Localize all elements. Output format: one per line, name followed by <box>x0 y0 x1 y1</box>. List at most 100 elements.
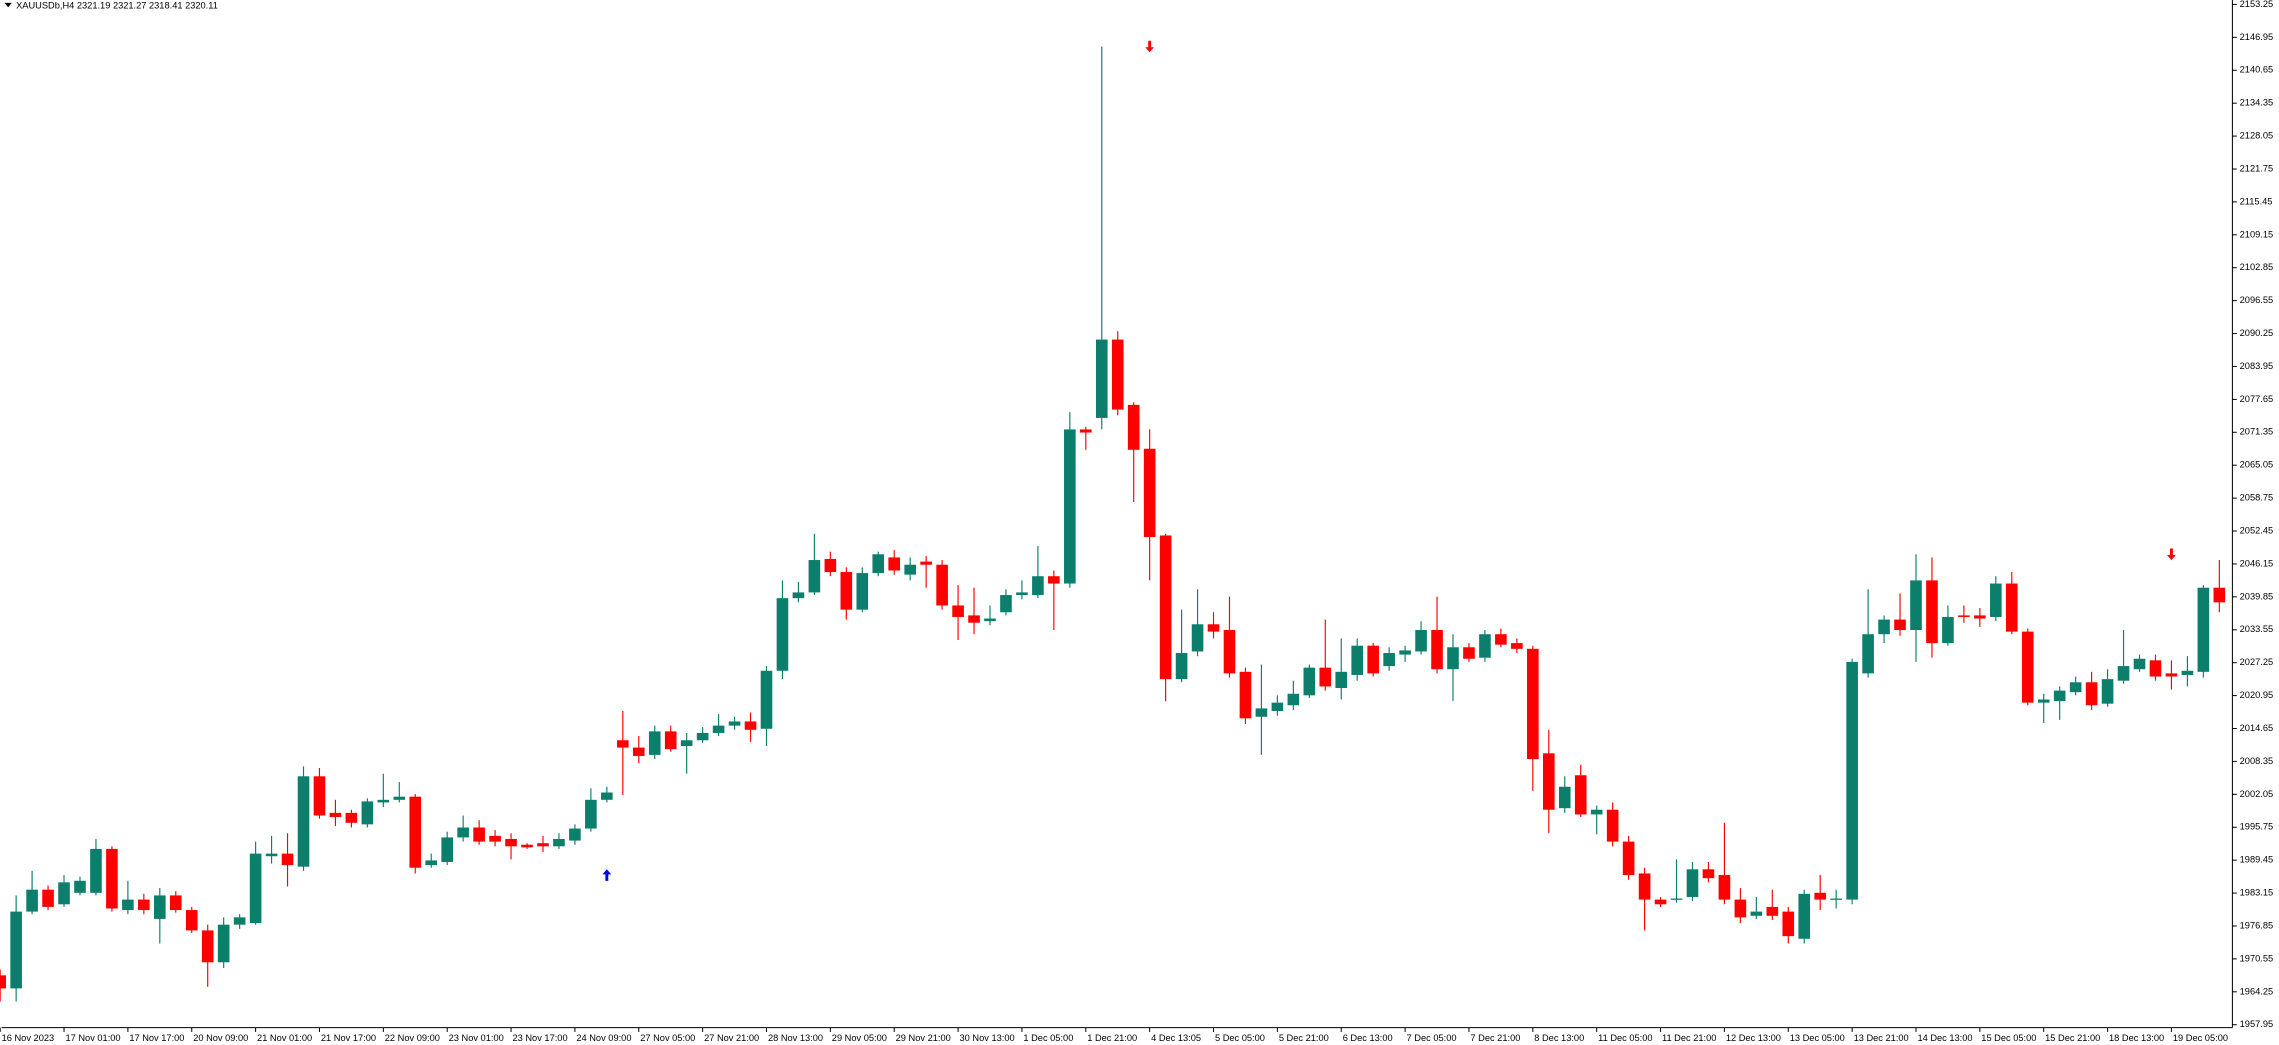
x-tick-label: 18 Dec 13:00 <box>2109 1033 2164 1043</box>
y-tick-label: 2083.95 <box>2240 361 2274 371</box>
y-tick-label: 2153.25 <box>2240 0 2274 9</box>
y-tick-label: 2102.85 <box>2240 262 2274 272</box>
x-tick-label: 1 Dec 05:00 <box>1023 1033 1073 1043</box>
candle-body <box>569 828 581 841</box>
x-tick-label: 1 Dec 21:00 <box>1087 1033 1137 1043</box>
candle-body <box>1638 873 1651 900</box>
y-tick-label: 2109.15 <box>2240 229 2274 239</box>
candle-body <box>10 911 22 989</box>
candle-body <box>1447 647 1459 670</box>
candle-body <box>1271 702 1284 712</box>
candle-body <box>1223 630 1236 674</box>
candle-body <box>1798 893 1811 939</box>
y-tick-label: 1995.75 <box>2240 822 2274 832</box>
candle-body <box>233 917 246 925</box>
x-tick-label: 17 Nov 01:00 <box>65 1033 120 1043</box>
candle-body <box>1558 786 1571 809</box>
candle-body <box>744 721 757 730</box>
candle-body <box>1335 671 1348 689</box>
candle-body <box>920 561 932 565</box>
candle-body <box>1830 898 1842 900</box>
candle-body <box>58 882 70 905</box>
candle-body <box>1127 404 1140 450</box>
candle-body <box>489 835 501 842</box>
y-tick-label: 2065.05 <box>2240 460 2274 470</box>
candle-body <box>2101 679 2114 704</box>
candle-body <box>1846 661 1858 900</box>
x-tick-label: 11 Dec 21:00 <box>1662 1033 1716 1043</box>
x-tick-label: 5 Dec 05:00 <box>1215 1033 1265 1043</box>
y-tick-label: 1957.95 <box>2240 1019 2274 1029</box>
candle-body <box>1048 576 1060 584</box>
y-tick-label: 2058.75 <box>2240 493 2274 503</box>
candle-body <box>1590 809 1603 815</box>
y-tick-label: 2039.85 <box>2240 591 2274 601</box>
candle-body <box>106 848 118 909</box>
x-tick-label: 7 Dec 21:00 <box>1470 1033 1520 1043</box>
y-tick-label: 2115.45 <box>2240 196 2273 206</box>
candle-body <box>712 725 725 733</box>
x-tick-label: 29 Nov 21:00 <box>896 1033 951 1043</box>
symbol-menu-icon[interactable] <box>4 2 12 8</box>
candle-body <box>1239 671 1252 719</box>
candle-body <box>201 930 214 963</box>
candle-body <box>505 838 517 847</box>
candle-body <box>377 799 390 803</box>
candle-body <box>1303 667 1316 696</box>
candle-body <box>664 731 677 750</box>
candle-body <box>1399 650 1411 655</box>
candle-body <box>553 838 565 847</box>
candle-body <box>856 573 869 610</box>
y-tick-label: 1976.85 <box>2240 920 2274 930</box>
candle-body <box>473 827 485 842</box>
candle-body <box>1175 653 1188 680</box>
candle-body <box>1095 339 1108 418</box>
candle-body <box>313 776 326 816</box>
y-tick-label: 2077.65 <box>2240 394 2274 404</box>
candle-body <box>281 853 294 866</box>
y-tick-label: 2033.55 <box>2240 624 2274 634</box>
x-tick-label: 20 Nov 09:00 <box>193 1033 248 1043</box>
candle-body <box>1942 616 1954 644</box>
candle-body <box>1511 643 1523 649</box>
signal-arrow-down <box>1145 40 1155 53</box>
candle-body <box>217 924 230 963</box>
candle-body <box>1702 869 1715 879</box>
candle-body <box>361 801 374 825</box>
candle-body <box>1495 634 1507 645</box>
x-tick-label: 7 Dec 05:00 <box>1407 1033 1457 1043</box>
candle-body <box>393 796 406 800</box>
signal-arrow-up <box>602 869 612 881</box>
candle-body <box>728 721 741 726</box>
candle-body <box>808 560 821 593</box>
candle-body <box>1686 869 1699 897</box>
y-tick-label: 2027.25 <box>2240 657 2274 667</box>
y-tick-label: 2128.05 <box>2240 131 2274 141</box>
candle-body <box>90 848 102 893</box>
x-tick-label: 13 Dec 21:00 <box>1854 1033 1909 1043</box>
x-tick-label: 19 Dec 05:00 <box>2173 1033 2228 1043</box>
x-tick-label: 30 Nov 13:00 <box>960 1033 1015 1043</box>
candle-body <box>1159 535 1172 680</box>
x-tick-label: 27 Nov 21:00 <box>704 1033 759 1043</box>
y-tick-label: 1983.15 <box>2240 888 2274 898</box>
y-tick-label: 1989.45 <box>2240 855 2274 865</box>
candle-body <box>1926 580 1938 644</box>
candle-body <box>1654 899 1667 905</box>
candle-body <box>537 843 549 847</box>
candle-body <box>1016 592 1028 596</box>
candle-body <box>1862 634 1874 674</box>
candle-body <box>824 558 837 573</box>
candle-body <box>1894 619 1906 631</box>
x-tick-label: 14 Dec 13:00 <box>1917 1033 1972 1043</box>
x-tick-label: 22 Nov 09:00 <box>385 1033 440 1043</box>
x-tick-label: 21 Nov 01:00 <box>257 1033 312 1043</box>
candle-body <box>1910 580 1922 631</box>
y-tick-label: 2140.65 <box>2240 65 2274 75</box>
candle-body <box>169 895 182 911</box>
y-tick-label: 2008.35 <box>2240 756 2274 766</box>
candle-body <box>2181 670 2194 675</box>
signal-arrow-down <box>2167 548 2176 561</box>
candle-body <box>1207 624 1220 632</box>
candle-body <box>425 860 438 866</box>
